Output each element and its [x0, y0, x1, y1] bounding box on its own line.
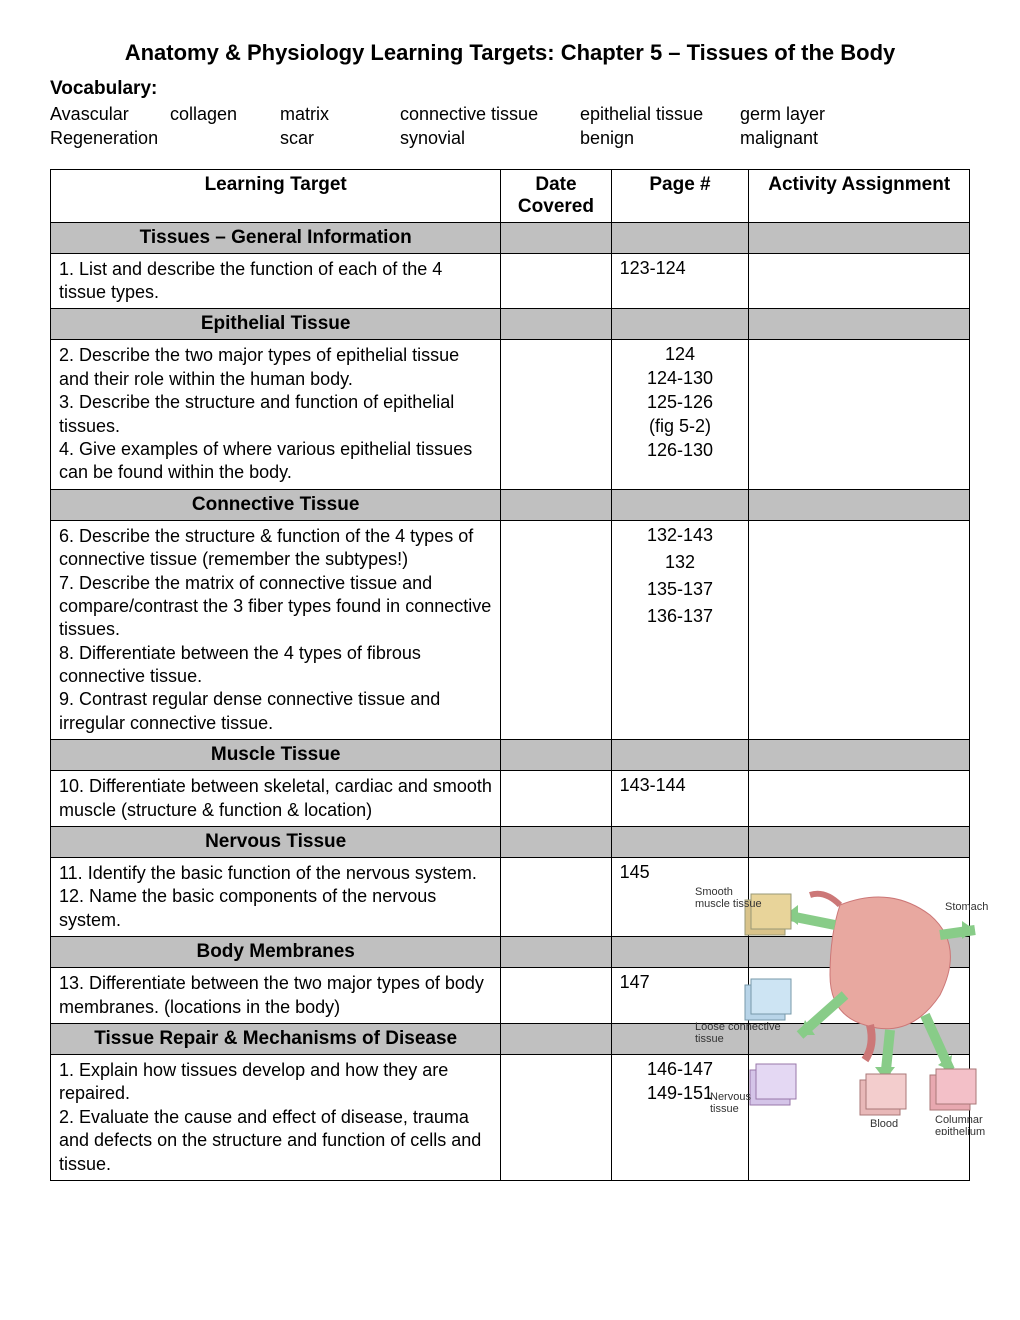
activity-cell[interactable] — [749, 253, 970, 309]
empty-cell — [749, 489, 970, 520]
empty-cell — [749, 740, 970, 771]
date-cell[interactable] — [501, 1054, 611, 1180]
section-label: Connective Tissue — [51, 489, 501, 520]
section-label: Muscle Tissue — [51, 740, 501, 771]
date-cell[interactable] — [501, 520, 611, 740]
empty-cell — [611, 309, 749, 340]
empty-cell — [611, 740, 749, 771]
vocab-term: scar — [280, 126, 400, 150]
vocab-term: germ layer — [740, 102, 860, 126]
section-row: Epithelial Tissue — [51, 309, 970, 340]
empty-cell — [611, 827, 749, 858]
date-cell[interactable] — [501, 968, 611, 1024]
empty-cell — [749, 309, 970, 340]
vocab-term: Avascular — [50, 102, 170, 126]
section-label: Nervous Tissue — [51, 827, 501, 858]
vocab-term: matrix — [280, 102, 400, 126]
vocab-row-2: Regeneration scar synovial benign malign… — [50, 126, 970, 150]
learning-target-cell: 10. Differentiate between skeletal, card… — [51, 771, 501, 827]
activity-cell[interactable] — [749, 771, 970, 827]
learning-target-cell: 1. Explain how tissues develop and how t… — [51, 1054, 501, 1180]
empty-cell — [611, 222, 749, 253]
diagram-label: Loose connective — [695, 1021, 781, 1033]
svg-text:tissue: tissue — [695, 1033, 724, 1045]
diagram-label: Blood — [870, 1118, 898, 1130]
date-cell[interactable] — [501, 858, 611, 937]
page-cell: 123-124 — [611, 253, 749, 309]
empty-cell — [501, 489, 611, 520]
learning-target-cell: 6. Describe the structure & function of … — [51, 520, 501, 740]
section-label: Tissues – General Information — [51, 222, 501, 253]
date-cell[interactable] — [501, 771, 611, 827]
section-row: Nervous Tissue — [51, 827, 970, 858]
empty-cell — [611, 489, 749, 520]
header-page-num: Page # — [611, 169, 749, 222]
vocab-term: Regeneration — [50, 126, 170, 150]
table-row: 6. Describe the structure & function of … — [51, 520, 970, 740]
header-learning-target: Learning Target — [51, 169, 501, 222]
empty-cell — [501, 1023, 611, 1054]
vocab-term — [170, 126, 280, 150]
section-row: Muscle Tissue — [51, 740, 970, 771]
section-row: Connective Tissue — [51, 489, 970, 520]
learning-target-cell: 2. Describe the two major types of epith… — [51, 340, 501, 489]
section-label: Epithelial Tissue — [51, 309, 501, 340]
svg-text:epithelium: epithelium — [935, 1126, 985, 1135]
learning-target-cell: 11. Identify the basic function of the n… — [51, 858, 501, 937]
vocab-heading: Vocabulary: — [50, 78, 970, 100]
activity-cell[interactable] — [749, 340, 970, 489]
page-title: Anatomy & Physiology Learning Targets: C… — [50, 40, 970, 66]
header-date-covered: Date Covered — [501, 169, 611, 222]
svg-text:muscle tissue: muscle tissue — [695, 898, 762, 910]
empty-cell — [501, 740, 611, 771]
page-cell: 143-144 — [611, 771, 749, 827]
vocab-term: epithelial tissue — [580, 102, 740, 126]
vocab-row-1: Avascular collagen matrix connective tis… — [50, 102, 970, 126]
table-row: 2. Describe the two major types of epith… — [51, 340, 970, 489]
diagram-label: Stomach — [945, 901, 988, 913]
page-cell: 132-143 132 135-137 136-137 — [611, 520, 749, 740]
svg-text:tissue: tissue — [710, 1103, 739, 1115]
date-cell[interactable] — [501, 253, 611, 309]
header-activity: Activity Assignment — [749, 169, 970, 222]
vocab-term: synovial — [400, 126, 580, 150]
vocab-term: collagen — [170, 102, 280, 126]
empty-cell — [501, 222, 611, 253]
table-row: 10. Differentiate between skeletal, card… — [51, 771, 970, 827]
table-row: 1. List and describe the function of eac… — [51, 253, 970, 309]
date-cell[interactable] — [501, 340, 611, 489]
activity-cell[interactable] — [749, 520, 970, 740]
empty-cell — [501, 827, 611, 858]
learning-target-cell: 1. List and describe the function of eac… — [51, 253, 501, 309]
learning-target-cell: 13. Differentiate between the two major … — [51, 968, 501, 1024]
vocab-term: malignant — [740, 126, 860, 150]
diagram-label: Columnar — [935, 1114, 983, 1126]
empty-cell — [501, 309, 611, 340]
tissue-diagram: Smooth muscle tissue Stomach Loose conne… — [690, 875, 990, 1135]
diagram-label: Nervous — [710, 1091, 751, 1103]
empty-cell — [501, 937, 611, 968]
vocab-term: connective tissue — [400, 102, 580, 126]
empty-cell — [749, 222, 970, 253]
page-cell: 124 124-130 125-126 (fig 5-2) 126-130 — [611, 340, 749, 489]
section-row: Tissues – General Information — [51, 222, 970, 253]
section-label: Body Membranes — [51, 937, 501, 968]
vocab-term: benign — [580, 126, 740, 150]
empty-cell — [749, 827, 970, 858]
section-label: Tissue Repair & Mechanisms of Disease — [51, 1023, 501, 1054]
diagram-label: Smooth — [695, 886, 733, 898]
